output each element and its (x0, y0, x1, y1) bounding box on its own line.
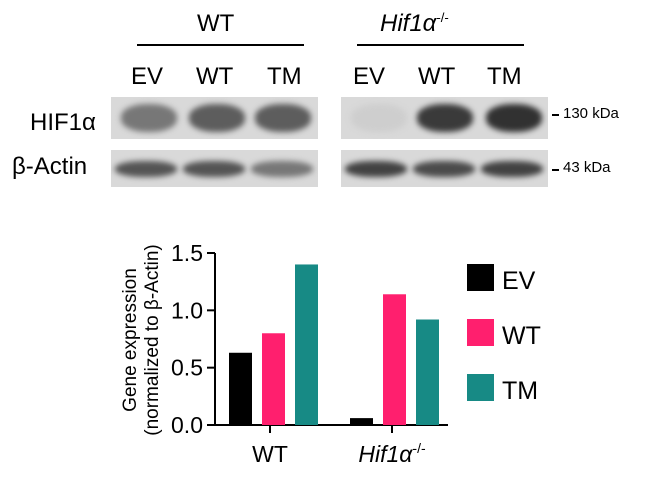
blot-panel-hif1a-ko (341, 97, 548, 139)
blot-band (486, 104, 542, 132)
marker-label-130: 130 kDa (563, 105, 619, 122)
lane-label: WT (418, 63, 456, 90)
lane-label: TM (267, 63, 302, 90)
marker-label-43: 43 kDa (563, 159, 611, 176)
legend-swatch-wt (467, 319, 494, 346)
legend-label-tm: TM (502, 377, 538, 405)
legend-label-wt: WT (502, 322, 541, 350)
x-group-label: WT (252, 441, 288, 467)
bar-wt (383, 294, 406, 425)
blot-band (255, 104, 311, 132)
legend-swatch-ev (467, 264, 494, 291)
bar-wt (262, 333, 285, 425)
legend-label-ev: EV (502, 267, 536, 295)
bar-ev (350, 418, 373, 425)
blot-group-label-wt: WT (197, 10, 235, 37)
blot-group-label-hif: Hif1α-/- (380, 10, 449, 37)
y-tick-label: 1.0 (171, 297, 203, 323)
blot-band (481, 161, 543, 177)
y-tick-label: 1.5 (171, 240, 203, 266)
blot-band (183, 161, 245, 177)
bar-tm (416, 319, 439, 425)
y-tick-label: 0.5 (171, 355, 203, 381)
blot-band (189, 104, 245, 132)
y-axis-title-line1: Gene expression (120, 268, 141, 412)
lane-label: EV (131, 63, 164, 90)
blot-panel-actin-wt (111, 150, 318, 187)
lane-label: WT (196, 63, 234, 90)
blot-row-label-actin: β-Actin (12, 153, 88, 180)
y-axis-title-line2: (normalized to β-Actin) (142, 244, 163, 435)
blot-band (351, 104, 407, 132)
lane-label: TM (487, 63, 522, 90)
marker-tick (552, 169, 559, 171)
blot-panel-actin-ko (341, 150, 548, 187)
blot-panel-hif1a-wt (111, 97, 318, 139)
marker-tick (552, 114, 559, 116)
legend-swatch-tm (467, 374, 494, 401)
blot-group-rule-wt (137, 44, 304, 46)
blot-band (115, 161, 177, 177)
blot-row-label-hif1a: HIF1α (30, 109, 96, 136)
bar-ev (229, 352, 252, 425)
blot-band (413, 161, 475, 177)
blot-group-rule-hif (357, 44, 524, 46)
y-tick-label: 0.0 (171, 412, 203, 438)
blot-band (417, 104, 473, 132)
lane-label: EV (353, 63, 386, 90)
blot-band (121, 104, 177, 132)
blot-band (345, 161, 407, 177)
bar-tm (295, 264, 318, 425)
blot-band (251, 161, 313, 177)
x-group-label: Hif1α-/- (358, 440, 426, 467)
